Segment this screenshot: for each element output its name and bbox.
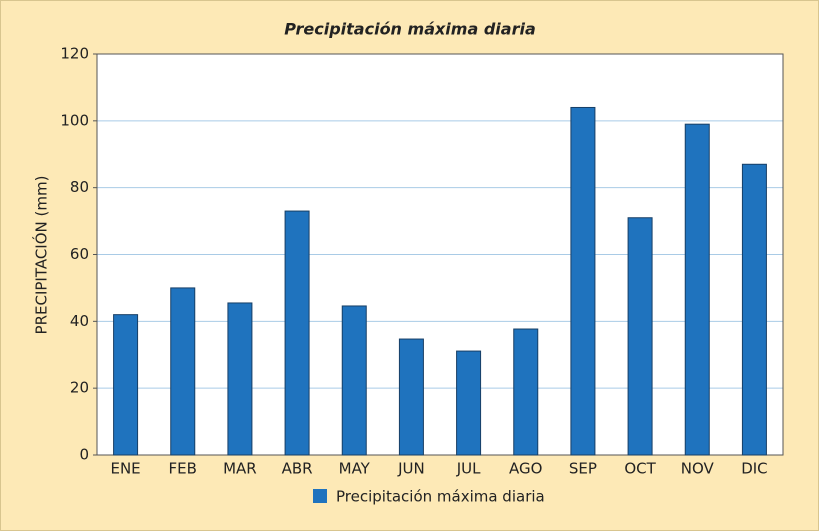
bar: [170, 287, 196, 456]
bar: [456, 350, 482, 456]
y-axis-label: PRECIPITACIÓN (mm): [32, 176, 51, 335]
x-tick-label: OCT: [624, 460, 656, 478]
bar: [113, 314, 139, 456]
legend-swatch: [313, 489, 327, 503]
bar: [627, 217, 653, 456]
x-tick-label: MAR: [223, 460, 257, 478]
y-tick-label: 20: [70, 379, 89, 397]
chart-title: Precipitación máxima diaria: [284, 20, 535, 39]
y-tick-label: 60: [70, 245, 89, 263]
bar: [227, 302, 253, 456]
y-tick-label: 40: [70, 312, 89, 330]
x-tick-label: ENE: [110, 460, 140, 478]
x-tick-label: SEP: [569, 460, 597, 478]
plot-border: [96, 53, 784, 456]
x-tick-label: JUN: [397, 460, 425, 478]
bar: [284, 210, 310, 456]
bar: [341, 305, 367, 456]
y-tick-label: 80: [70, 178, 89, 196]
bar: [570, 106, 596, 456]
legend-label: Precipitación máxima diaria: [336, 488, 545, 506]
y-tick-label: 100: [60, 111, 89, 129]
bar: [513, 328, 539, 456]
x-tick-label: MAY: [339, 460, 371, 478]
x-tick-label: DIC: [741, 460, 767, 478]
bar: [741, 163, 767, 456]
x-tick-label: JUL: [456, 460, 481, 478]
x-tick-label: ABR: [282, 460, 313, 478]
x-tick-label: AGO: [509, 460, 542, 478]
x-tick-label: NOV: [681, 460, 715, 478]
y-tick-label: 120: [60, 45, 89, 63]
bar: [398, 338, 424, 456]
bar: [684, 123, 710, 456]
y-tick-label: 0: [79, 446, 89, 464]
x-tick-label: FEB: [169, 460, 197, 478]
